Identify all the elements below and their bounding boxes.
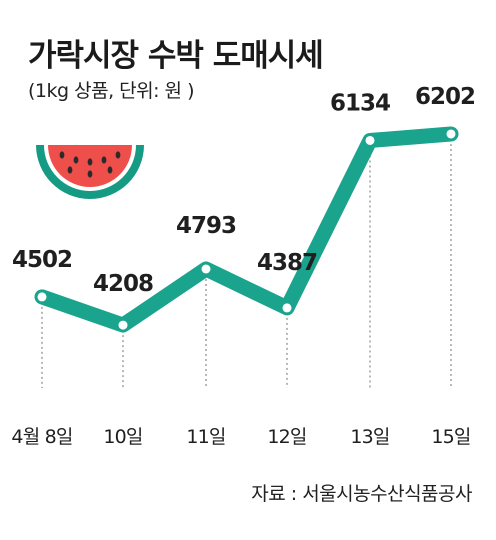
x-tick-label: 10일 (103, 426, 142, 448)
data-point (118, 320, 128, 330)
melon-seed (115, 151, 121, 159)
data-label: 6202 (415, 84, 475, 110)
melon-seed (59, 151, 65, 159)
melon-seed (87, 158, 93, 166)
data-label: 4502 (12, 247, 72, 273)
x-tick-label: 13일 (350, 426, 389, 448)
data-point (37, 292, 47, 302)
data-label: 4208 (93, 271, 153, 297)
melon-seed (87, 170, 93, 178)
x-tick-label: 15일 (431, 426, 470, 448)
melon-seed (107, 166, 113, 174)
watermelon-slice-icon (36, 145, 144, 199)
data-markers (37, 129, 456, 330)
source-note: 자료 : 서울시농수산식품공사 (251, 483, 472, 505)
data-point (201, 264, 211, 274)
data-label: 6134 (330, 90, 390, 116)
melon-seed (67, 166, 73, 174)
chart-subtitle: (1kg 상품, 단위: 원 ) (28, 80, 194, 102)
x-tick-label: 12일 (267, 426, 306, 448)
chart-title: 가락시장 수박 도매시세 (28, 38, 324, 74)
data-label: 4793 (176, 213, 236, 239)
data-label: 4387 (257, 250, 317, 276)
drop-lines (41, 133, 452, 388)
x-axis-tick-labels: 4월 8일 10일 11일 12일 13일 15일 (11, 426, 471, 448)
x-tick-label: 11일 (186, 426, 225, 448)
series-path (34, 126, 459, 333)
data-point (282, 303, 292, 313)
data-point (365, 135, 375, 145)
series-line (34, 126, 459, 333)
x-tick-label: 4월 8일 (11, 426, 72, 448)
data-labels: 4502 4208 4793 4387 6134 6202 (12, 84, 476, 297)
melon-seed (101, 156, 107, 164)
data-point (446, 129, 456, 139)
melon-seed (73, 156, 79, 164)
